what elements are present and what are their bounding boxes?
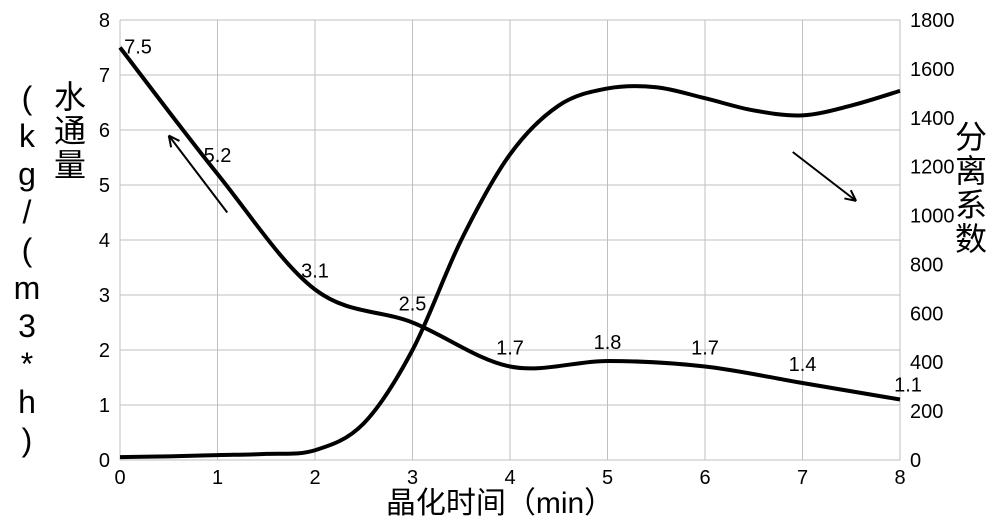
flux-data-label: 1.4 [789,354,817,376]
y-left-tick-label: 3 [99,285,110,307]
y-left-tick-label: 5 [99,175,110,197]
y-left-tick-label: 0 [99,450,110,472]
chart-svg: 0123456780123456780200400600800100012001… [0,0,1000,528]
chart-container: 0123456780123456780200400600800100012001… [0,0,1000,528]
y-left-tick-label: 1 [99,395,110,417]
y-right-tick-label: 1800 [910,10,955,32]
x-tick-label: 1 [212,467,223,489]
flux-data-label: 2.5 [399,294,427,316]
y-left-tick-label: 7 [99,65,110,87]
y-right-tick-label: 800 [910,254,943,276]
y-right-tick-label: 600 [910,303,943,325]
y-left-tick-label: 2 [99,340,110,362]
flux-data-label: 1.1 [894,375,922,397]
y-left-tick-label: 4 [99,230,110,252]
flux-data-label: 3.1 [301,261,329,283]
y-right-tick-label: 400 [910,352,943,374]
y-left-axis-label: 水通量(kg/(m3*h) [8,80,91,528]
x-axis-label: 晶化时间（min） [386,478,614,522]
x-tick-label: 0 [114,467,125,489]
y-right-tick-label: 200 [910,401,943,423]
flux-data-label: 7.5 [124,37,152,59]
x-tick-label: 8 [894,467,905,489]
flux-data-label: 1.8 [594,332,622,354]
y-left-tick-label: 6 [99,120,110,142]
x-tick-label: 2 [309,467,320,489]
y-right-axis-label: 分离系数 [946,120,992,256]
flux-data-label: 1.7 [496,338,524,360]
flux-data-label: 5.2 [204,145,232,167]
flux-data-label: 1.7 [691,338,719,360]
y-right-tick-label: 1600 [910,59,955,81]
y-left-tick-label: 8 [99,10,110,32]
x-tick-label: 7 [797,467,808,489]
y-right-tick-label: 0 [910,450,921,472]
x-tick-label: 6 [699,467,710,489]
